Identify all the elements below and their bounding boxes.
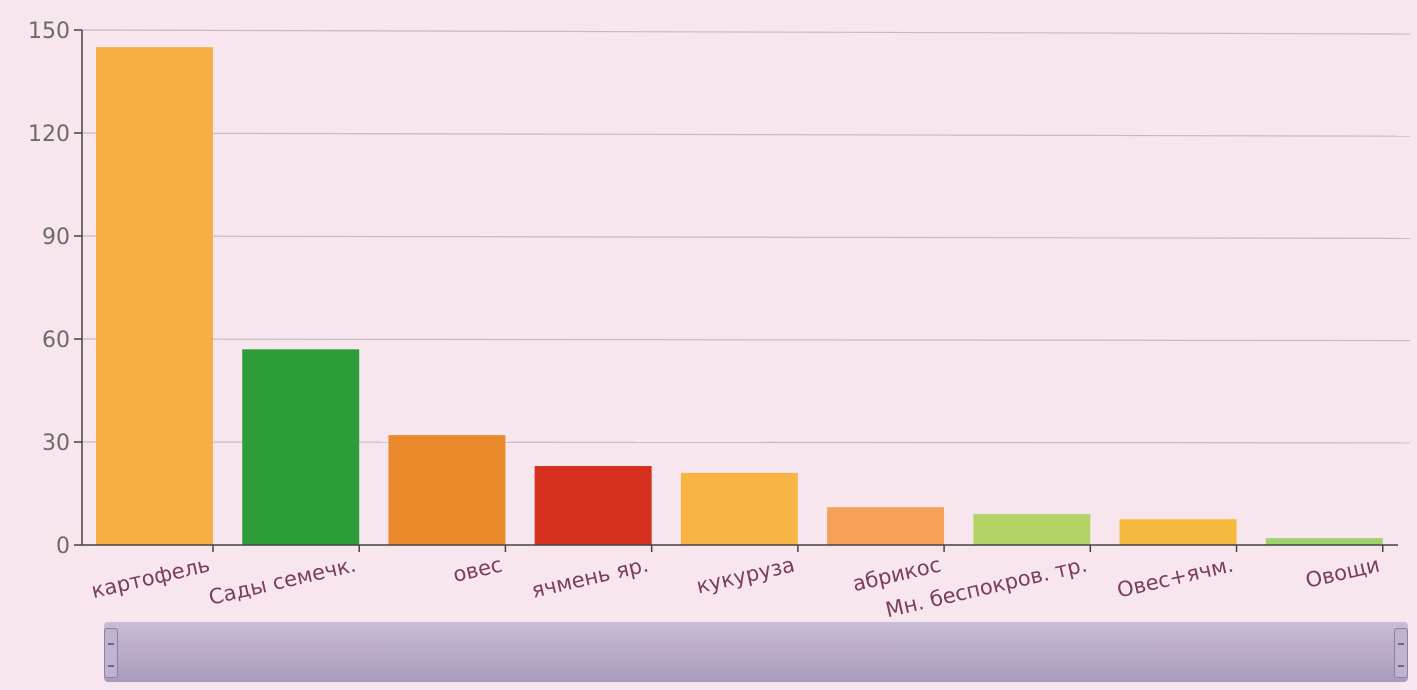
horizontal-scrollbar[interactable] [104, 622, 1408, 682]
grid-line [81, 338, 1411, 342]
y-axis-ticks: 0 30 60 90 120 150 [28, 19, 82, 559]
x-tick-label: Овощи [1303, 552, 1382, 592]
x-tick-label: Сады семечк. [206, 552, 358, 609]
bar-0[interactable] [96, 47, 213, 546]
bar-4[interactable] [680, 472, 798, 545]
grid-line [81, 132, 1411, 137]
bar-3[interactable] [534, 466, 652, 545]
y-tick-label: 60 [42, 328, 70, 353]
scroll-handle-right-icon[interactable] [1394, 628, 1408, 678]
bar-5[interactable] [827, 507, 945, 545]
x-tick-label: картофель [89, 552, 212, 603]
y-tick-label: 120 [28, 122, 70, 147]
y-tick-label: 30 [42, 431, 70, 456]
x-tick-label: Овес+ячм. [1115, 552, 1236, 602]
grid-line [81, 29, 1411, 35]
bar-6[interactable] [973, 514, 1091, 545]
bar-8[interactable] [1265, 538, 1383, 545]
x-tick-label: кукуруза [694, 552, 797, 598]
bar-7[interactable] [1119, 519, 1237, 545]
y-tick-label: 90 [42, 225, 70, 250]
x-tick-label: ячмень яр. [529, 552, 651, 602]
grid-lines [81, 29, 1411, 444]
grid-line [81, 235, 1411, 239]
bars [96, 47, 1383, 546]
y-tick-label: 150 [28, 19, 70, 44]
scroll-handle-left-icon[interactable] [104, 628, 118, 678]
bar-2[interactable] [388, 435, 506, 545]
bar-1[interactable] [242, 349, 360, 545]
x-tick-label: овес [451, 552, 505, 587]
y-tick-label: 0 [56, 534, 70, 559]
